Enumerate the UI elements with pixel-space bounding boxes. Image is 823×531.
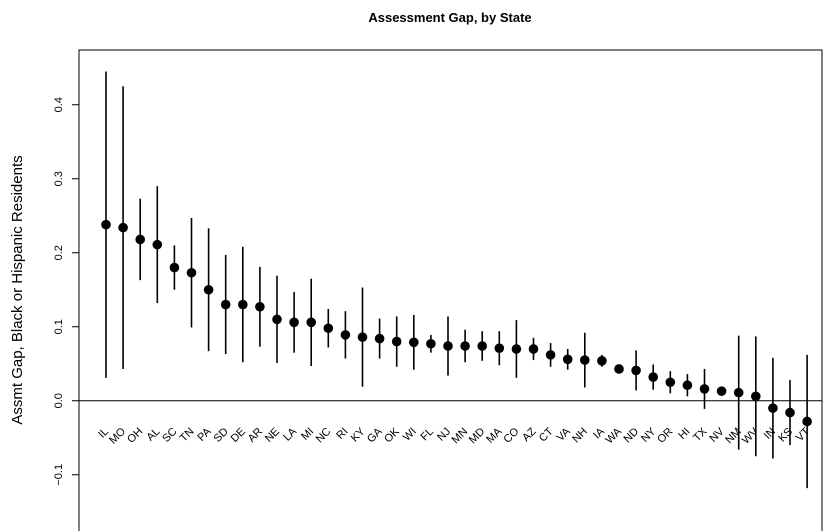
- x-tick-label: ND: [621, 426, 641, 446]
- point: [699, 384, 710, 394]
- point: [631, 365, 641, 376]
- x-tick-label: NV: [707, 425, 727, 445]
- x-tick-label: RI: [334, 426, 350, 442]
- x-tick-label: FL: [418, 426, 436, 444]
- point: [289, 317, 299, 328]
- x-tick-label: MD: [467, 426, 488, 447]
- x-tick-label: OR: [655, 426, 675, 446]
- x-tick-label: NJ: [435, 426, 453, 444]
- point: [255, 301, 265, 312]
- x-tick-label: VA: [555, 425, 574, 444]
- point: [768, 403, 778, 413]
- point: [272, 314, 282, 325]
- x-tick-label: GA: [365, 425, 385, 445]
- x-tick-label: NE: [263, 426, 282, 445]
- point: [477, 341, 488, 351]
- y-tick-label: 0.4: [53, 97, 65, 112]
- chart-title: Assessment Gap, by State: [368, 10, 531, 25]
- x-tick-label: AL: [144, 426, 162, 444]
- point: [135, 234, 145, 245]
- y-axis-label: Assmt Gap, Black or Hispanic Residents: [9, 155, 26, 424]
- x-tick-label: SC: [160, 426, 179, 445]
- point: [648, 372, 658, 382]
- x-tick-label: MI: [299, 426, 316, 443]
- x-tick-label: OH: [125, 426, 145, 446]
- point: [391, 336, 402, 347]
- point: [494, 343, 505, 354]
- x-tick-label: OK: [382, 425, 402, 445]
- point: [751, 391, 761, 402]
- x-tick-label: NY: [639, 425, 659, 445]
- x-tick-label: TX: [691, 425, 710, 444]
- point: [665, 377, 676, 388]
- x-tick-label: WI: [401, 426, 419, 444]
- point: [562, 354, 573, 365]
- y-tick-label: −0.1: [53, 464, 65, 486]
- x-tick-label: IN: [762, 426, 778, 442]
- x-tick-label: CO: [501, 425, 521, 445]
- point: [203, 284, 214, 295]
- x-tick-label: NH: [570, 426, 590, 446]
- x-tick-label: PA: [195, 425, 214, 444]
- y-tick-label: 0.2: [53, 245, 65, 260]
- y-tick-label: 0.1: [53, 319, 65, 334]
- point: [597, 356, 607, 366]
- point: [306, 317, 317, 328]
- point: [733, 387, 744, 398]
- point: [409, 337, 419, 348]
- x-tick-label: MA: [484, 425, 505, 446]
- x-tick-label: VT: [794, 425, 813, 444]
- point: [374, 333, 385, 344]
- x-tick-label: NC: [314, 426, 334, 446]
- point: [614, 364, 624, 374]
- x-tick-label: KY: [349, 425, 368, 444]
- point: [152, 239, 163, 250]
- point: [545, 350, 556, 360]
- y-tick-label: 0.3: [53, 171, 65, 186]
- x-tick-label: SD: [212, 426, 231, 445]
- x-tick-label: TN: [178, 426, 197, 445]
- point: [426, 338, 436, 349]
- point: [785, 407, 795, 418]
- x-tick-label: DE: [229, 426, 248, 445]
- point: [118, 222, 128, 233]
- point: [580, 355, 590, 365]
- x-tick-label: AR: [246, 426, 265, 445]
- point: [357, 332, 368, 342]
- point: [716, 386, 727, 396]
- x-tick-label: CT: [537, 425, 556, 444]
- x-tick-label: KS: [776, 426, 795, 445]
- point: [682, 380, 693, 391]
- point: [323, 323, 334, 334]
- point: [186, 267, 197, 278]
- point: [238, 299, 248, 310]
- point: [511, 344, 522, 354]
- x-tick-label: HI: [676, 426, 692, 442]
- point: [169, 262, 180, 273]
- x-tick-label: WV: [740, 425, 761, 446]
- x-tick-label: AZ: [520, 425, 539, 444]
- point: [460, 341, 470, 351]
- point: [802, 416, 812, 427]
- x-tick-label: LA: [281, 425, 299, 443]
- point: [101, 219, 111, 230]
- point: [528, 344, 539, 354]
- y-tick-label: 0.0: [53, 393, 65, 408]
- point: [220, 299, 231, 310]
- x-tick-label: NM: [723, 426, 744, 447]
- plot-frame: [78, 49, 823, 531]
- point: [443, 341, 453, 351]
- x-tick-label: MN: [450, 426, 471, 447]
- point: [340, 330, 351, 340]
